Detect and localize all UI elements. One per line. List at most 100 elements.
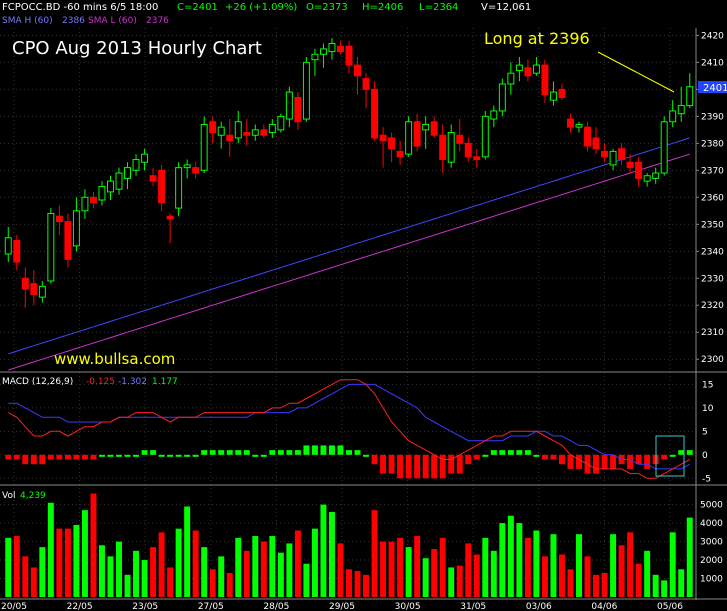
volume-bar (354, 571, 361, 597)
candle-body (200, 123, 208, 171)
candle-body (47, 212, 55, 282)
macd-histogram-bar (209, 450, 216, 455)
macd-histogram-bar (482, 454, 489, 457)
macd-histogram-bar (371, 454, 378, 465)
header-close: C=2401 (177, 2, 218, 13)
volume-bar (98, 545, 105, 597)
macd-histogram-bar (39, 454, 46, 465)
volume-bar (192, 530, 199, 597)
macd-histogram-bar (567, 454, 574, 469)
candle-body (626, 161, 634, 169)
macd-histogram-bar (269, 450, 276, 455)
axes: 2300 2310 2320 2330 2340 2350 2360 2370 2380 2390… (0, 28, 727, 611)
highlight-box (655, 435, 685, 477)
volume-bar (47, 502, 54, 597)
macd-histogram-bar (158, 454, 165, 457)
macd-histogram-bar (47, 454, 54, 460)
macd-histogram-bar (414, 454, 421, 479)
macd-histogram-bar (22, 454, 29, 465)
macd-tick-label: -5 (702, 474, 711, 484)
annotation-text: Long at 2396 (484, 29, 590, 48)
sma-l-line (8, 153, 690, 371)
candle-body (192, 167, 200, 174)
macd-histogram-bar (252, 454, 259, 457)
volume-panel (5, 493, 693, 597)
macd-histogram-bar (107, 454, 114, 457)
macd-histogram-bar (201, 450, 208, 455)
volume-bar (678, 569, 685, 597)
macd-tick-label: 5 (702, 427, 708, 437)
volume-bar (252, 536, 259, 597)
header-high: H=2406 (362, 2, 403, 13)
price-tick-label: 2360 (701, 193, 724, 203)
macd-histogram-bar (337, 445, 344, 455)
volume-bar (507, 515, 514, 597)
macd-histogram-bar (56, 454, 63, 460)
volume-bar (448, 567, 455, 597)
candle-body (464, 142, 472, 158)
candle-body (13, 239, 21, 263)
volume-tick-label: 3000 (700, 538, 723, 548)
macd-histogram-bar (260, 454, 267, 457)
price-tick-label: 2350 (701, 220, 724, 230)
time-tick-label: 31/05 (460, 602, 486, 611)
candle-body (524, 67, 532, 77)
macd-histogram-bar (354, 450, 361, 455)
candle-body (541, 64, 549, 96)
macd-histogram-bar (558, 454, 565, 465)
volume-bar (5, 537, 12, 597)
volume-bar (269, 536, 276, 597)
watermark: www.bullsa.com (54, 350, 175, 368)
candle-body (277, 115, 285, 131)
candle-body (107, 180, 114, 193)
time-tick-label: 28/05 (263, 602, 289, 611)
candle-body (81, 196, 89, 212)
candle-body (532, 64, 540, 74)
volume-bar (422, 558, 429, 597)
price-tick-label: 2330 (701, 274, 724, 284)
macd-histogram-bar (405, 454, 412, 479)
candle-body (183, 164, 191, 169)
time-tick-label: 20/05 (1, 602, 27, 611)
candle-body (362, 78, 370, 90)
macd-histogram-bar (81, 454, 88, 460)
candle-body (686, 86, 694, 107)
time-tick-label: 04/06 (591, 602, 617, 611)
header-volume: V=12,061 (481, 2, 531, 13)
candle-body (498, 83, 506, 112)
candle-body (251, 129, 259, 136)
candle-body (64, 221, 72, 260)
volume-bar (465, 543, 472, 597)
candle-body (243, 132, 251, 136)
last-price-label: 2401 (703, 83, 727, 94)
macd-value-1: -0.125 (86, 377, 115, 387)
volume-bar (618, 545, 625, 597)
macd-histogram-bar (90, 454, 97, 460)
volume-bar (524, 537, 531, 597)
volume-bar (201, 547, 208, 597)
candle-body (456, 134, 464, 144)
candle-body (643, 175, 651, 182)
time-tick-label: 22/05 (67, 602, 93, 611)
volume-bar (635, 563, 642, 597)
price-tick-label: 2320 (701, 301, 724, 311)
candle-body (413, 121, 421, 147)
candle-body (30, 283, 38, 295)
candle-body (72, 210, 80, 247)
macd-histogram-bar (473, 454, 480, 460)
macd-histogram-bar (218, 450, 225, 455)
volume-bar (133, 550, 140, 597)
candle-body (55, 215, 63, 223)
volume-bar (141, 560, 148, 597)
macd-histogram-bar (150, 450, 157, 455)
volume-bar (218, 556, 225, 597)
volume-bar (116, 541, 122, 597)
sma-l-value: 2376 (146, 16, 169, 26)
macd-histogram-bar (328, 445, 335, 455)
candle-body (234, 121, 242, 139)
volume-bar (371, 510, 378, 597)
volume-bar (388, 541, 395, 597)
volume-bar (56, 528, 63, 597)
macd-histogram-bar (363, 454, 370, 457)
volume-bar (644, 550, 651, 597)
